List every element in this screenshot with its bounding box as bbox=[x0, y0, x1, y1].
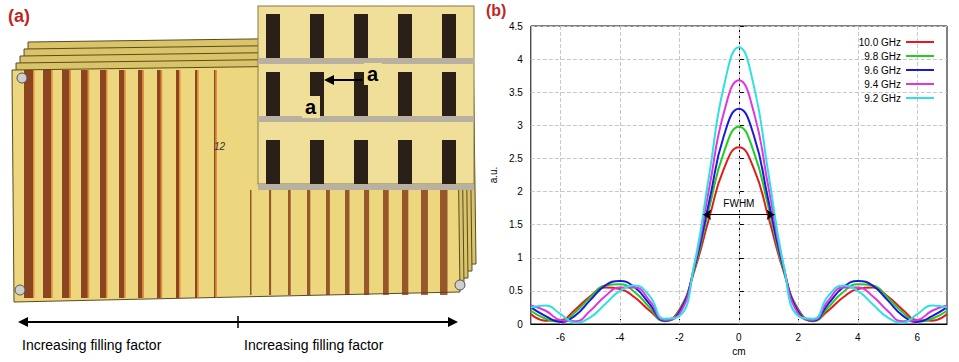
svg-text:9.8 GHz: 9.8 GHz bbox=[864, 51, 901, 62]
svg-text:9.6 GHz: 9.6 GHz bbox=[864, 65, 901, 76]
svg-text:9.2 GHz: 9.2 GHz bbox=[864, 93, 901, 104]
svg-text:(b): (b) bbox=[486, 2, 506, 19]
svg-text:9.4 GHz: 9.4 GHz bbox=[864, 79, 901, 90]
svg-text:-6: -6 bbox=[556, 332, 565, 343]
svg-text:2.5: 2.5 bbox=[509, 153, 523, 164]
svg-text:3.5: 3.5 bbox=[509, 87, 523, 98]
svg-text:4: 4 bbox=[855, 332, 861, 343]
svg-text:(a): (a) bbox=[8, 6, 30, 26]
svg-text:a: a bbox=[305, 96, 317, 118]
svg-text:cm: cm bbox=[732, 346, 745, 357]
svg-text:-4: -4 bbox=[616, 332, 625, 343]
svg-text:0.5: 0.5 bbox=[509, 285, 523, 296]
svg-text:6: 6 bbox=[914, 332, 920, 343]
svg-text:1: 1 bbox=[517, 252, 523, 263]
svg-text:Increasing filling factor: Increasing filling factor bbox=[244, 337, 384, 353]
svg-text:a: a bbox=[367, 63, 379, 85]
svg-text:1.5: 1.5 bbox=[509, 219, 523, 230]
svg-text:FWHM: FWHM bbox=[723, 198, 754, 209]
svg-text:2: 2 bbox=[517, 186, 523, 197]
svg-text:0: 0 bbox=[517, 319, 523, 330]
svg-text:0: 0 bbox=[736, 332, 742, 343]
svg-text:3: 3 bbox=[517, 120, 523, 131]
svg-text:a.u.: a.u. bbox=[488, 167, 499, 184]
svg-text:4: 4 bbox=[517, 54, 523, 65]
svg-text:Increasing filling factor: Increasing filling factor bbox=[22, 337, 162, 353]
svg-text:4.5: 4.5 bbox=[509, 21, 523, 32]
svg-text:10.0 GHz: 10.0 GHz bbox=[859, 37, 901, 48]
svg-text:12: 12 bbox=[214, 141, 226, 152]
svg-text:2: 2 bbox=[796, 332, 802, 343]
svg-text:-2: -2 bbox=[675, 332, 684, 343]
